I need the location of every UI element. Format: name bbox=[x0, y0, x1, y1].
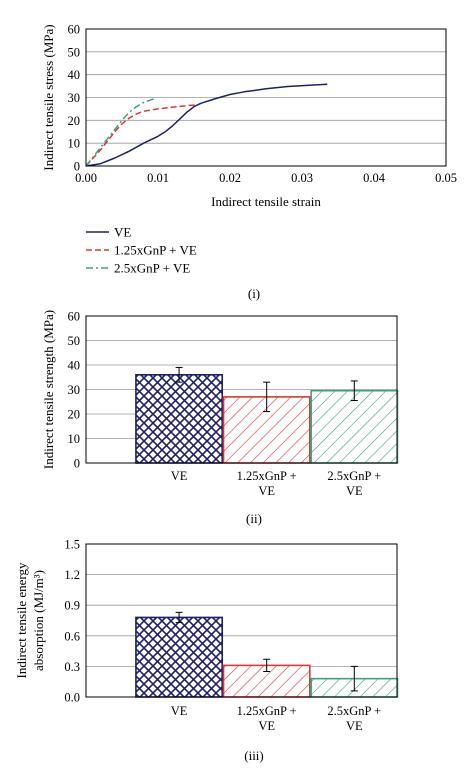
y-tick-label: 40 bbox=[68, 359, 81, 373]
legend-label: VE bbox=[114, 225, 131, 240]
y-tick-label: 0 bbox=[74, 160, 80, 174]
plot-frame bbox=[85, 543, 398, 698]
category-label: VE bbox=[171, 469, 188, 483]
y-tick-label: 0 bbox=[74, 457, 80, 471]
category-label: 1.25xGnP + VE bbox=[237, 469, 297, 498]
bar bbox=[135, 373, 224, 464]
y-gridlines bbox=[86, 574, 397, 667]
series-line bbox=[85, 83, 328, 167]
legend: VE 1.25xGnP + VE 2.5xGnP + VE bbox=[86, 225, 197, 276]
panel-label: (ii) bbox=[246, 511, 262, 526]
category-label-line: 2.5xGnP + bbox=[327, 469, 381, 483]
panel-label: (i) bbox=[248, 286, 260, 301]
category-label: 2.5xGnP + VE bbox=[327, 704, 381, 733]
y-tick-label: 20 bbox=[68, 408, 81, 422]
y-tick-label: 10 bbox=[68, 432, 81, 446]
category-label: 1.25xGnP + VE bbox=[237, 704, 297, 733]
x-tick-label: 0.04 bbox=[363, 171, 386, 185]
x-tick-label: 0.02 bbox=[219, 171, 241, 185]
y-tick-label: 30 bbox=[68, 91, 81, 105]
bars bbox=[135, 611, 399, 698]
energy-bar-chart-panel: 0.00.30.60.91.21.5 VE 1.25xGnP + VE2.5xGnP… bbox=[14, 538, 399, 763]
category-label-line: 1.25xGnP + bbox=[237, 704, 297, 718]
y-tick-labels: 0 10 20 30 40 50 60 bbox=[68, 310, 81, 471]
x-axis-label: Indirect tensile strain bbox=[211, 194, 321, 209]
bars bbox=[135, 366, 399, 464]
x-tick-label: 0.01 bbox=[147, 171, 169, 185]
panel-label: (iii) bbox=[244, 748, 264, 763]
y-axis-label-line: absorption (MJ/m³) bbox=[31, 570, 46, 671]
y-axis-label: Indirect tensile strength (MPa) bbox=[41, 310, 56, 469]
x-tick-label: 0.05 bbox=[435, 171, 457, 185]
x-tick-label: 0.00 bbox=[75, 171, 97, 185]
line-chart-panel: 0 10 20 30 40 50 60 0.00 0.01 0.02 0.03 0.04 0.05 I… bbox=[41, 23, 457, 302]
category-label-line: VE bbox=[171, 469, 188, 483]
y-tick-label: 60 bbox=[68, 23, 81, 37]
category-label-line: VE bbox=[346, 484, 363, 498]
bar bbox=[135, 616, 224, 698]
series-line bbox=[85, 104, 198, 167]
legend-label: 2.5xGnP + VE bbox=[114, 261, 190, 276]
y-tick-label: 60 bbox=[68, 310, 81, 324]
y-tick-label: 0.6 bbox=[64, 629, 80, 643]
y-axis-label-line: Indirect tensile energy bbox=[14, 562, 29, 678]
series-lines bbox=[85, 83, 328, 167]
y-tick-label: 40 bbox=[68, 68, 81, 82]
category-label-line: VE bbox=[171, 704, 188, 718]
y-tick-label: 50 bbox=[68, 45, 81, 59]
plot-frame bbox=[85, 315, 398, 464]
category-label-line: VE bbox=[258, 719, 275, 733]
y-tick-label: 20 bbox=[68, 114, 81, 128]
series-line bbox=[85, 97, 157, 167]
y-tick-label: 1.2 bbox=[64, 568, 80, 582]
y-axis-label: Indirect tensile energy absorption (MJ/m³… bbox=[14, 562, 46, 678]
category-labels: VE 1.25xGnP + VE2.5xGnP + VE bbox=[171, 704, 381, 733]
category-label-line: 1.25xGnP + bbox=[237, 469, 297, 483]
category-label: 2.5xGnP + VE bbox=[327, 469, 381, 498]
y-tick-label: 0.9 bbox=[64, 599, 80, 613]
x-tick-labels: 0.00 0.01 0.02 0.03 0.04 0.05 bbox=[75, 171, 457, 185]
y-tick-labels: 0 10 20 30 40 50 60 bbox=[68, 23, 81, 174]
bar bbox=[310, 389, 399, 464]
plot-frame bbox=[85, 28, 447, 167]
category-labels: VE 1.25xGnP + VE2.5xGnP + VE bbox=[171, 469, 381, 498]
category-label-line: VE bbox=[346, 719, 363, 733]
y-axis-label: Indirect tensile stress (MPa) bbox=[41, 24, 56, 170]
x-tick-label: 0.03 bbox=[291, 171, 313, 185]
legend-label: 1.25xGnP + VE bbox=[114, 243, 197, 258]
y-tick-labels: 0.0 0.3 0.6 0.9 1.2 1.5 bbox=[64, 538, 80, 705]
category-label: VE bbox=[171, 704, 188, 718]
y-tick-label: 0.0 bbox=[64, 691, 80, 705]
y-tick-label: 1.5 bbox=[64, 538, 80, 552]
category-label-line: 2.5xGnP + bbox=[327, 704, 381, 718]
y-gridlines bbox=[86, 51, 446, 144]
y-tick-label: 30 bbox=[68, 383, 81, 397]
y-tick-label: 0.3 bbox=[64, 660, 80, 674]
category-label-line: VE bbox=[258, 484, 275, 498]
y-tick-label: 50 bbox=[68, 334, 81, 348]
y-tick-label: 10 bbox=[68, 137, 81, 151]
